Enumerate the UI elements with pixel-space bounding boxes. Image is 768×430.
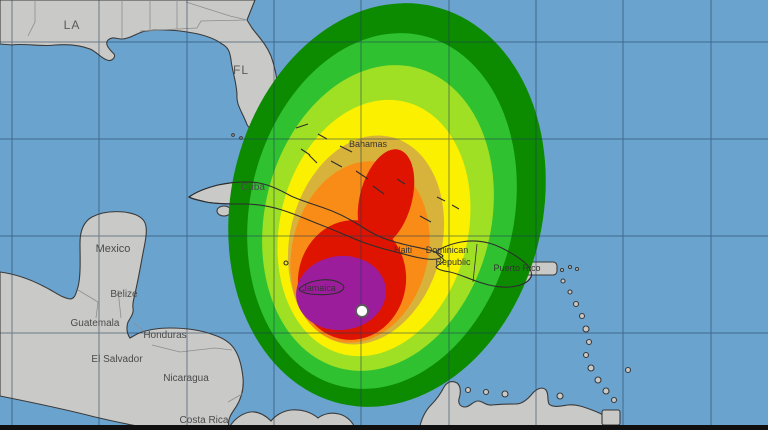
label-cuba: Cuba — [241, 182, 265, 193]
label-republic: Republic — [435, 257, 471, 267]
label-la: LA — [64, 18, 81, 32]
label-nicaragua: Nicaragua — [163, 373, 209, 384]
jamaica-outline — [298, 279, 345, 296]
label-haiti: Haiti — [394, 245, 412, 255]
cuba-outline — [188, 181, 444, 260]
borders-layer — [27, 0, 248, 403]
label-belize: Belize — [110, 289, 138, 300]
label-bahamas: Bahamas — [349, 139, 388, 149]
country-borders — [77, 289, 243, 403]
south-america — [418, 381, 619, 430]
panama-isthmus — [227, 409, 357, 430]
label-mexico: Mexico — [96, 243, 131, 255]
label-jamaica: Jamaica — [302, 283, 336, 293]
coastline-overlay — [188, 123, 533, 296]
wind-prob-band-red-north-tongue — [357, 149, 415, 247]
haiti-dr-border — [472, 243, 478, 283]
label-costa-rica: Costa Rica — [180, 415, 229, 426]
bottom-bar — [0, 425, 768, 430]
trinidad — [601, 409, 621, 426]
label-honduras: Honduras — [143, 330, 186, 341]
label-el-salvador: El Salvador — [91, 354, 143, 365]
hispaniola-outline — [435, 240, 533, 288]
storm-center-marker — [355, 304, 369, 318]
label-dominican: Dominican — [426, 245, 469, 255]
label-fl: FL — [233, 63, 249, 77]
us-state-borders — [27, 0, 248, 38]
mexico-central-america — [0, 211, 244, 430]
label-puerto-rico: Puerto Rico — [493, 263, 540, 273]
bahamas-islets — [295, 123, 460, 223]
lesser-antilles — [464, 278, 632, 404]
label-guatemala: Guatemala — [71, 318, 120, 329]
cayman-outline — [283, 260, 289, 266]
labels-layer: LA FL Bahamas Cuba Mexico Belize Guatema… — [64, 18, 541, 426]
